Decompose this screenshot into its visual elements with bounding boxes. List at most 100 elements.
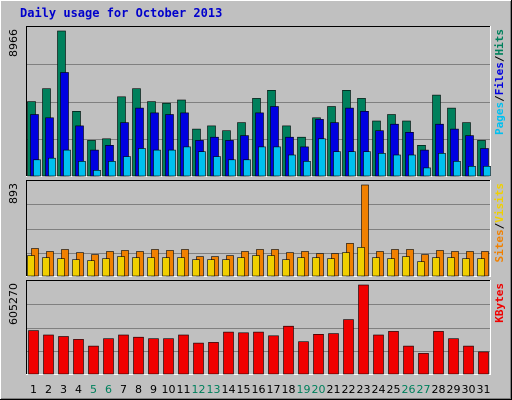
- day-label-8: 8: [135, 383, 142, 396]
- bar-pages-day-16: [258, 146, 266, 177]
- chart-title: Daily usage for October 2013: [20, 6, 222, 20]
- bar-pages-day-20: [318, 138, 326, 177]
- bar-kbytes-day-3: [58, 336, 69, 375]
- bar-kbytes-day-23: [358, 284, 369, 375]
- day-label-27: 27: [417, 383, 431, 396]
- bar-visits-day-28: [432, 257, 440, 277]
- day-label-24: 24: [372, 383, 386, 396]
- day-label-18: 18: [282, 383, 296, 396]
- bar-visits-day-14: [222, 259, 230, 277]
- chart-panels: 8966Pages/Files/Hits893Sites/Visits60527…: [7, 26, 506, 375]
- bar-visits-day-19: [297, 257, 305, 277]
- ymax-label-visits: 893: [7, 183, 20, 204]
- day-label-29: 29: [447, 383, 461, 396]
- series-visits: [27, 247, 485, 277]
- bar-kbytes-day-28: [433, 331, 444, 375]
- bar-pages-day-25: [393, 154, 401, 177]
- bar-visits-day-21: [327, 258, 335, 277]
- bar-visits-day-8: [132, 257, 140, 277]
- legend-entry: /: [493, 222, 506, 229]
- day-label-13: 13: [207, 383, 221, 396]
- bar-pages-day-12: [198, 151, 206, 177]
- bar-pages-day-26: [408, 154, 416, 177]
- bar-visits-day-15: [237, 257, 245, 277]
- bar-visits-day-20: [312, 257, 320, 277]
- day-label-1: 1: [30, 383, 37, 396]
- bar-pages-day-3: [63, 149, 71, 177]
- bar-kbytes-day-27: [418, 353, 429, 375]
- day-label-30: 30: [462, 383, 476, 396]
- day-label-19: 19: [297, 383, 311, 396]
- bar-visits-day-31: [477, 258, 485, 277]
- bar-kbytes-day-13: [208, 342, 219, 375]
- bar-visits-day-23: [357, 247, 365, 277]
- bar-visits-day-4: [72, 259, 80, 277]
- legend-kbytes: KBytes: [493, 283, 506, 323]
- legend-entry: /: [493, 95, 506, 102]
- bar-visits-day-5: [87, 260, 95, 277]
- bar-pages-day-5: [93, 170, 101, 177]
- bar-pages-day-15: [243, 159, 251, 177]
- legend-entry: Sites: [493, 229, 506, 262]
- bar-pages-day-14: [228, 159, 236, 177]
- day-label-7: 7: [120, 383, 127, 396]
- panel-visits: 893 Sites/Visits: [7, 180, 506, 277]
- legend-entry: Pages: [493, 102, 506, 135]
- bar-visits-day-26: [402, 256, 410, 277]
- bar-pages-day-23: [363, 151, 371, 177]
- bar-pages-day-28: [438, 153, 446, 177]
- bar-kbytes-day-8: [133, 336, 144, 375]
- bar-kbytes-day-16: [253, 331, 264, 375]
- bar-pages-day-29: [453, 161, 461, 177]
- bar-pages-day-31: [483, 166, 491, 177]
- legend-entry: Hits: [493, 29, 506, 56]
- bar-pages-day-7: [123, 156, 131, 177]
- bar-pages-day-9: [153, 149, 161, 177]
- bar-kbytes-day-2: [43, 334, 54, 375]
- legend-entry: Files: [493, 62, 506, 95]
- bar-visits-day-12: [192, 259, 200, 277]
- ymax-label-hits: 8966: [7, 29, 20, 57]
- ymax-label-kbytes: 605270: [7, 283, 20, 325]
- bar-pages-day-21: [333, 151, 341, 177]
- bar-kbytes-day-12: [193, 342, 204, 375]
- day-label-5: 5: [90, 383, 97, 396]
- bar-visits-day-27: [417, 261, 425, 277]
- bar-visits-day-3: [57, 258, 65, 277]
- bar-pages-day-11: [183, 146, 191, 177]
- bar-pages-day-10: [168, 149, 176, 177]
- bar-visits-day-9: [147, 257, 155, 277]
- bar-visits-day-2: [42, 257, 50, 277]
- series-sites: [31, 184, 489, 277]
- bar-pages-day-17: [273, 146, 281, 177]
- bar-visits-day-29: [447, 257, 455, 277]
- bar-kbytes-day-21: [328, 333, 339, 375]
- bar-kbytes-day-25: [388, 331, 399, 375]
- bar-sites-day-23: [361, 184, 369, 277]
- bar-kbytes-day-4: [73, 339, 84, 375]
- bar-kbytes-day-29: [448, 338, 459, 375]
- day-label-11: 11: [177, 383, 191, 396]
- bar-visits-day-11: [177, 257, 185, 277]
- bar-kbytes-day-22: [343, 319, 354, 375]
- bar-pages-day-4: [78, 161, 86, 177]
- series-files: [30, 72, 489, 177]
- bar-pages-day-8: [138, 148, 146, 177]
- bar-kbytes-day-7: [118, 334, 129, 375]
- bar-kbytes-day-18: [283, 325, 294, 375]
- bar-pages-day-24: [378, 153, 386, 177]
- day-labels: 1 2 3 4 5 6 7 8 9 10 11 12 13 14 15 16 17 18 19 20 21 22 23 24 2…: [30, 383, 491, 396]
- legend-entry: Visits: [493, 183, 506, 223]
- bar-visits-day-24: [372, 257, 380, 277]
- day-label-23: 23: [357, 383, 371, 396]
- bar-kbytes-day-19: [298, 341, 309, 375]
- bar-pages-day-18: [288, 154, 296, 177]
- bar-kbytes-day-6: [103, 338, 114, 375]
- bar-pages-day-30: [468, 166, 476, 177]
- bar-pages-day-19: [303, 161, 311, 177]
- day-label-26: 26: [402, 383, 416, 396]
- bar-visits-day-17: [267, 255, 275, 277]
- legend-visits: Sites/Visits: [493, 183, 506, 263]
- series-pages: [33, 138, 491, 177]
